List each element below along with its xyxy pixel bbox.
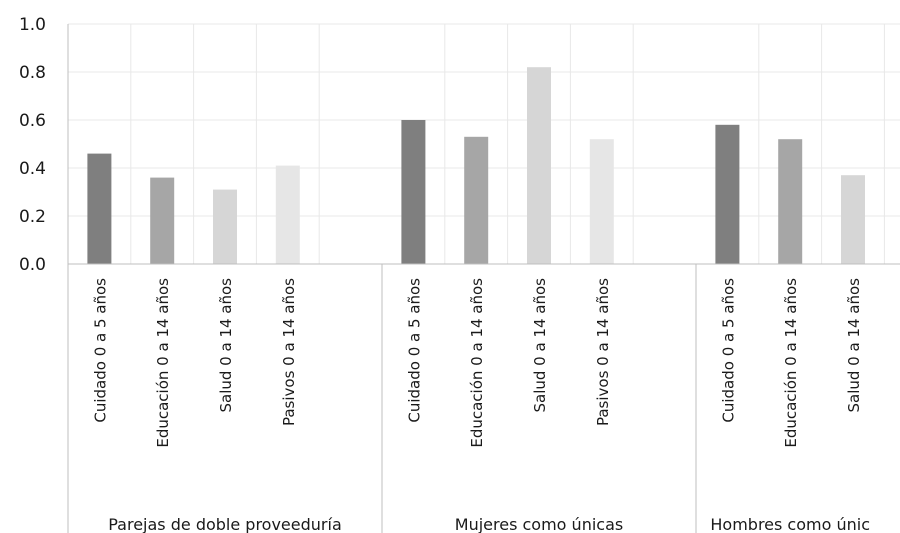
- category-label: Pasivos 0 a 14 años: [280, 278, 298, 426]
- category-label: Pasivos 0 a 14 años: [594, 278, 612, 426]
- bar: [778, 139, 802, 264]
- category-label: Salud 0 a 14 años: [845, 278, 863, 413]
- bar: [276, 166, 300, 264]
- y-tick-label: 0.6: [19, 111, 46, 131]
- bar: [527, 67, 551, 264]
- category-label: Educación 0 a 14 años: [468, 278, 486, 448]
- category-label: Educación 0 a 14 años: [782, 278, 800, 448]
- bar: [213, 190, 237, 264]
- category-label: Salud 0 a 14 años: [217, 278, 235, 413]
- category-label: Cuidado 0 a 5 años: [719, 278, 737, 423]
- y-tick-label: 1.0: [19, 15, 46, 35]
- bar: [715, 125, 739, 264]
- bar: [87, 154, 111, 264]
- bar: [464, 137, 488, 264]
- bar: [150, 178, 174, 264]
- group-label: Parejas de doble proveeduría: [108, 515, 342, 533]
- y-tick-label: 0.8: [19, 63, 46, 83]
- y-tick-label: 0.0: [19, 255, 46, 275]
- category-labels: Cuidado 0 a 5 años Educación 0 a 14 años S…: [91, 278, 863, 448]
- category-label: Cuidado 0 a 5 años: [405, 278, 423, 423]
- bar: [401, 120, 425, 264]
- group-label: Hombres como únic: [710, 515, 870, 533]
- category-label: Educación 0 a 14 años: [154, 278, 172, 448]
- bar: [590, 139, 614, 264]
- y-tick-label: 0.4: [19, 159, 46, 179]
- group-labels: Parejas de doble proveeduría Mujeres como…: [108, 515, 870, 533]
- category-label: Salud 0 a 14 años: [531, 278, 549, 413]
- bars: [87, 67, 865, 264]
- group-label: Mujeres como únicas: [455, 515, 623, 533]
- y-axis-ticks: 0.0 0.2 0.4 0.6 0.8 1.0: [19, 15, 46, 275]
- category-label: Cuidado 0 a 5 años: [91, 278, 109, 423]
- bar: [841, 175, 865, 264]
- y-tick-label: 0.2: [19, 207, 46, 227]
